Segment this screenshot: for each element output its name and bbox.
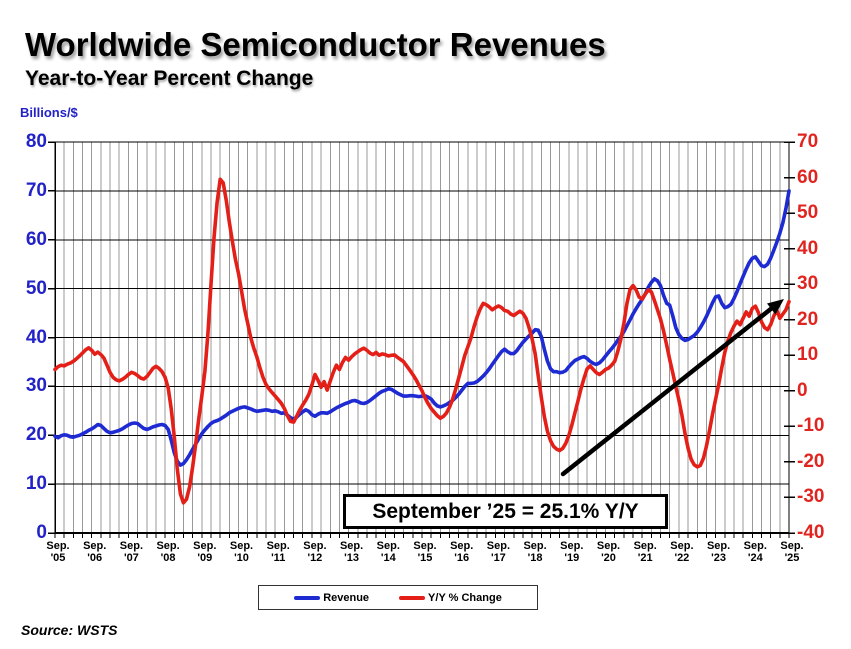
annotation-callout: September ’25 = 25.1% Y/Y bbox=[343, 494, 668, 529]
x-axis-tick-label: Sep. '24 bbox=[743, 540, 767, 564]
legend-label-yy-change: Y/Y % Change bbox=[428, 591, 502, 604]
right-axis-tick-label: 50 bbox=[797, 202, 819, 224]
left-axis-tick-label: 40 bbox=[25, 326, 47, 348]
x-axis-tick-label: Sep. '07 bbox=[119, 540, 143, 564]
legend-item-yy-change: Y/Y % Change bbox=[399, 592, 502, 604]
x-axis-tick-label: Sep. '22 bbox=[670, 540, 694, 564]
x-axis-tick-label: Sep. '06 bbox=[83, 540, 107, 564]
x-axis-tick-label: Sep. '19 bbox=[560, 540, 584, 564]
x-axis-tick-label: Sep. '18 bbox=[523, 540, 547, 564]
x-axis-tick-label: Sep. '09 bbox=[193, 540, 217, 564]
right-axis-tick-label: 20 bbox=[797, 308, 819, 330]
x-axis-tick-label: Sep. '23 bbox=[706, 540, 731, 564]
x-axis-tick-label: Sep. '21 bbox=[633, 540, 657, 564]
right-axis-tick-label: 40 bbox=[797, 237, 819, 259]
legend-item-revenue: Revenue bbox=[294, 592, 369, 604]
right-axis-tick-label: 10 bbox=[797, 344, 819, 366]
left-axis-tick-label: 30 bbox=[25, 375, 47, 397]
x-axis-tick-label: Sep. '11 bbox=[266, 540, 290, 564]
left-axis-tick-label: 20 bbox=[25, 424, 47, 446]
right-axis-tick-label: -30 bbox=[797, 486, 825, 508]
x-axis-tick-label: Sep. '20 bbox=[596, 540, 621, 564]
yy-change-line bbox=[53, 177, 791, 505]
page-title: Worldwide Semiconductor Revenues bbox=[25, 26, 606, 63]
x-axis-tick-label: Sep. '25 bbox=[780, 540, 804, 564]
left-axis-tick-label: 10 bbox=[25, 473, 47, 495]
left-axis-tick-label: 0 bbox=[36, 522, 47, 543]
trend-arrow-shaft bbox=[560, 305, 775, 477]
x-axis-tick-label: Sep. '16 bbox=[450, 540, 474, 564]
x-axis-tick-label: Sep. '08 bbox=[156, 540, 180, 564]
left-axis-tick-label: 50 bbox=[25, 277, 47, 299]
trend-arrow-head bbox=[767, 299, 784, 315]
x-axis-tick-label: Sep. '15 bbox=[413, 540, 437, 564]
x-axis-tick-label: Sep. '05 bbox=[46, 540, 70, 564]
x-axis-tick-label: Sep. '17 bbox=[486, 540, 510, 564]
right-axis-tick-label: 60 bbox=[797, 166, 819, 188]
left-axis-tick-label: 70 bbox=[25, 179, 47, 201]
yy-change-line-swatch bbox=[399, 595, 426, 600]
x-axis-tick-label: Sep. '12 bbox=[303, 540, 327, 564]
right-axis-tick-label: -20 bbox=[797, 450, 825, 472]
right-axis-tick-label: 0 bbox=[797, 379, 808, 401]
right-axis-tick-label: 70 bbox=[797, 131, 819, 152]
source-credit: Source: WSTS bbox=[21, 622, 118, 638]
page-subtitle: Year-to-Year Percent Change bbox=[25, 67, 314, 90]
x-axis-tick-label: Sep. '13 bbox=[339, 540, 364, 564]
right-axis-tick-label: -10 bbox=[797, 415, 825, 437]
revenue-line-swatch bbox=[294, 595, 321, 600]
x-axis-tick-label: Sep. '10 bbox=[229, 540, 254, 564]
legend-label-revenue: Revenue bbox=[323, 591, 370, 604]
legend-box: Revenue Y/Y % Change bbox=[258, 585, 538, 610]
right-axis-tick-label: 30 bbox=[797, 273, 819, 295]
right-axis-tick-label: -40 bbox=[797, 522, 825, 543]
x-axis-tick-label: Sep. '14 bbox=[376, 540, 400, 564]
left-axis-title: Billions/$ bbox=[20, 105, 78, 120]
left-axis-tick-label: 60 bbox=[25, 228, 47, 250]
left-axis-tick-label: 80 bbox=[25, 131, 47, 152]
